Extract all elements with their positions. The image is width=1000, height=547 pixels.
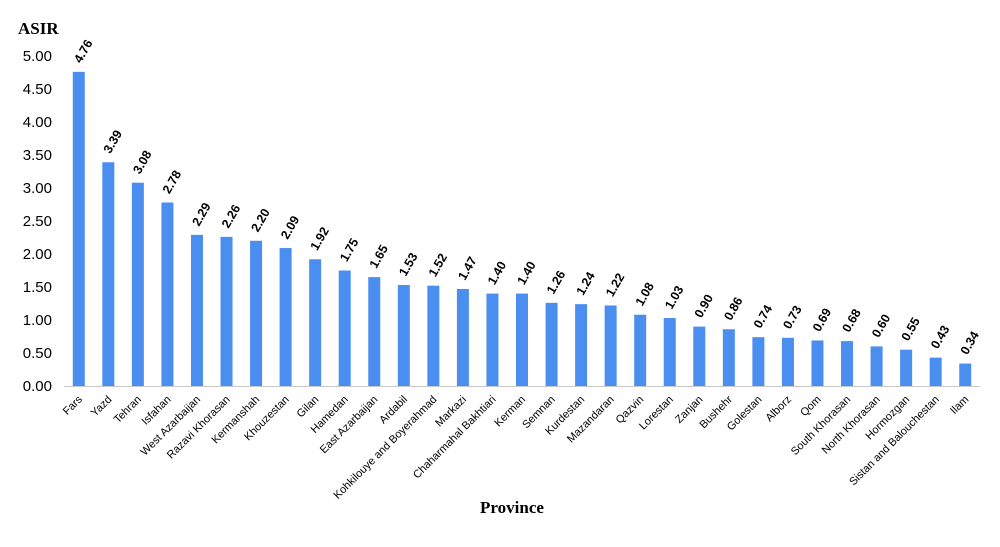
bar — [72, 71, 85, 386]
bar — [161, 202, 174, 386]
data-label: 0.68 — [840, 307, 864, 335]
data-label: 0.86 — [721, 295, 745, 323]
data-label: 1.47 — [455, 254, 479, 282]
bar — [841, 341, 854, 386]
y-tick-label: 4.00 — [23, 114, 52, 131]
data-label: 0.43 — [928, 323, 952, 351]
data-label: 0.73 — [780, 303, 804, 331]
bar — [634, 314, 647, 386]
data-label: 0.34 — [958, 329, 982, 357]
data-label: 1.08 — [633, 280, 657, 308]
x-tick-label: Ilam — [948, 394, 971, 417]
bar — [338, 270, 351, 386]
data-label: 1.92 — [308, 225, 332, 253]
data-label: 3.39 — [101, 128, 125, 156]
bar — [427, 285, 440, 386]
bar — [131, 182, 144, 386]
x-tick-label: Alborz — [764, 394, 795, 425]
bar — [368, 277, 381, 386]
bars — [72, 71, 972, 386]
y-tick-label: 3.00 — [23, 180, 52, 197]
data-label: 2.78 — [160, 168, 184, 196]
data-label: 1.24 — [574, 270, 598, 298]
x-tick-label: Fars — [61, 393, 85, 417]
data-label: 2.09 — [278, 213, 302, 241]
data-label: 2.26 — [219, 202, 243, 230]
data-label: 0.74 — [751, 303, 775, 331]
bar — [397, 285, 410, 386]
data-label: 2.20 — [249, 206, 273, 234]
x-tick-label: Qom — [798, 394, 823, 419]
bar — [811, 340, 824, 386]
y-tick-label: 2.00 — [23, 246, 52, 263]
y-tick-label: 0.50 — [23, 345, 52, 362]
bar — [102, 162, 115, 386]
x-tick-label: Yazd — [89, 394, 115, 420]
data-label: 0.60 — [869, 312, 893, 340]
bar — [693, 326, 706, 386]
bar — [456, 288, 469, 386]
data-label: 1.52 — [426, 251, 450, 279]
bar — [486, 293, 499, 386]
bar — [722, 329, 735, 386]
data-label: 1.03 — [662, 283, 686, 311]
bar — [929, 357, 942, 386]
data-label: 1.40 — [514, 259, 538, 287]
y-tick-label: 1.50 — [23, 279, 52, 296]
bar — [870, 346, 883, 386]
bar — [309, 259, 322, 386]
data-label: 1.22 — [603, 271, 627, 299]
bar — [250, 240, 263, 386]
bar — [545, 302, 558, 386]
data-label: 1.65 — [367, 242, 391, 270]
bar — [781, 337, 794, 386]
x-axis-title: Province — [480, 498, 544, 517]
y-tick-label: 4.50 — [23, 81, 52, 98]
y-tick-label: 0.00 — [23, 378, 52, 395]
data-label: 0.69 — [810, 306, 834, 334]
bar — [190, 234, 203, 386]
data-label: 0.90 — [692, 292, 716, 320]
x-tick-label: Gilan — [295, 394, 322, 421]
bar — [900, 349, 913, 386]
y-tick-label: 3.50 — [23, 147, 52, 164]
data-label: 1.75 — [337, 236, 361, 264]
data-label: 0.55 — [899, 315, 923, 343]
y-axis-title: ASIR — [18, 19, 59, 38]
bar — [604, 305, 617, 386]
y-axis: 0.00 0.50 1.00 1.50 2.00 2.50 3.00 3.50 4.00 4.50… — [23, 48, 52, 395]
y-tick-label: 2.50 — [23, 213, 52, 230]
y-tick-label: 5.00 — [23, 48, 52, 65]
data-label: 1.53 — [396, 250, 420, 278]
bar — [752, 337, 765, 386]
y-tick-label: 1.00 — [23, 312, 52, 329]
data-label: 1.40 — [485, 259, 509, 287]
bar — [279, 248, 292, 386]
bar — [220, 236, 233, 386]
x-tick-label: Tehran — [112, 394, 144, 426]
data-label: 3.08 — [130, 148, 154, 176]
bar — [959, 363, 972, 386]
bar — [575, 304, 588, 386]
data-label: 2.29 — [189, 200, 213, 228]
data-label: 1.26 — [544, 268, 568, 296]
bar — [516, 293, 528, 386]
data-label: 4.76 — [71, 37, 95, 65]
bar — [663, 318, 676, 386]
